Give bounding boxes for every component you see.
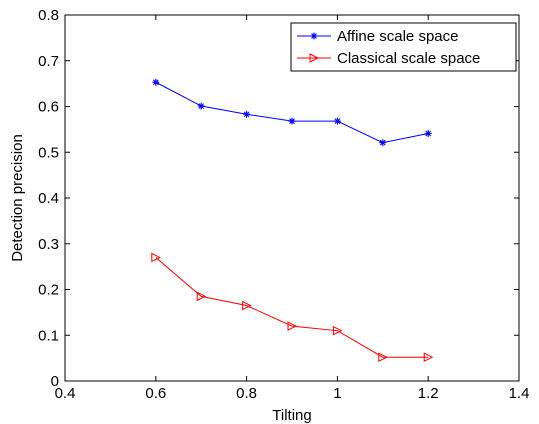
asterisk-stroke	[379, 139, 386, 146]
data-point-0-4	[333, 117, 341, 125]
data-point-1-6	[423, 352, 434, 363]
asterisk-stroke	[152, 79, 159, 86]
data-point-0-0	[152, 78, 160, 86]
data-point-0-2	[243, 110, 251, 118]
asterisk-stroke	[425, 130, 432, 137]
x-tick-label: 0.4	[55, 385, 76, 402]
y-tick-label: 0.1	[38, 327, 59, 344]
x-tick-label: 0.8	[236, 385, 257, 402]
y-tick-label: 0.6	[38, 99, 59, 116]
y-tick-label: 0.2	[38, 282, 59, 299]
data-point-1-5	[378, 352, 388, 363]
data-point-1-3	[287, 321, 298, 331]
data-point-0-1	[197, 102, 205, 110]
series-line-1	[155, 257, 429, 358]
legend-marker-1	[309, 53, 320, 63]
legend-items	[297, 32, 331, 63]
asterisk-stroke	[311, 33, 317, 39]
asterisk-stroke	[243, 111, 250, 118]
series-layer	[151, 78, 434, 363]
x-tick-label: 1	[333, 385, 341, 402]
plot-area	[64, 14, 520, 382]
asterisk-stroke	[334, 118, 341, 124]
x-tick-label: 0.6	[145, 385, 166, 402]
data-point-1-0	[151, 252, 161, 263]
y-tick-label: 0.3	[38, 236, 59, 253]
asterisk-stroke	[289, 118, 295, 124]
data-point-1-1	[196, 291, 207, 302]
y-axis-label: Detection precision	[9, 134, 26, 262]
y-tick-label: 0.5	[38, 144, 59, 161]
x-axis-label: Tilting	[272, 407, 311, 424]
y-tick-label: 0.7	[38, 53, 59, 70]
legend-label-affine: Affine scale space	[337, 28, 458, 45]
x-tick-label: 1.2	[418, 385, 439, 402]
data-point-1-4	[332, 325, 343, 336]
legend-marker-0	[310, 32, 318, 40]
axis-ticks: 0.4 0.6 0.8 1 1.2 1.4 0 0.1 0.2 0.3 0.4 0.5 0.6 0.7 0.…	[38, 7, 529, 402]
data-point-0-5	[379, 139, 387, 147]
legend: Affine scale space Classical scale space	[290, 22, 517, 72]
asterisk-stroke	[198, 103, 205, 109]
y-tick-label: 0.4	[38, 190, 59, 207]
x-tick-label: 1.4	[509, 385, 530, 402]
y-tick-label: 0.8	[38, 7, 59, 24]
y-tick-label: 0	[51, 373, 59, 390]
data-point-0-3	[288, 117, 296, 125]
data-point-0-6	[424, 129, 432, 137]
legend-label-classical: Classical scale space	[337, 50, 480, 67]
legend-box	[290, 22, 517, 72]
data-point-1-2	[242, 300, 252, 311]
